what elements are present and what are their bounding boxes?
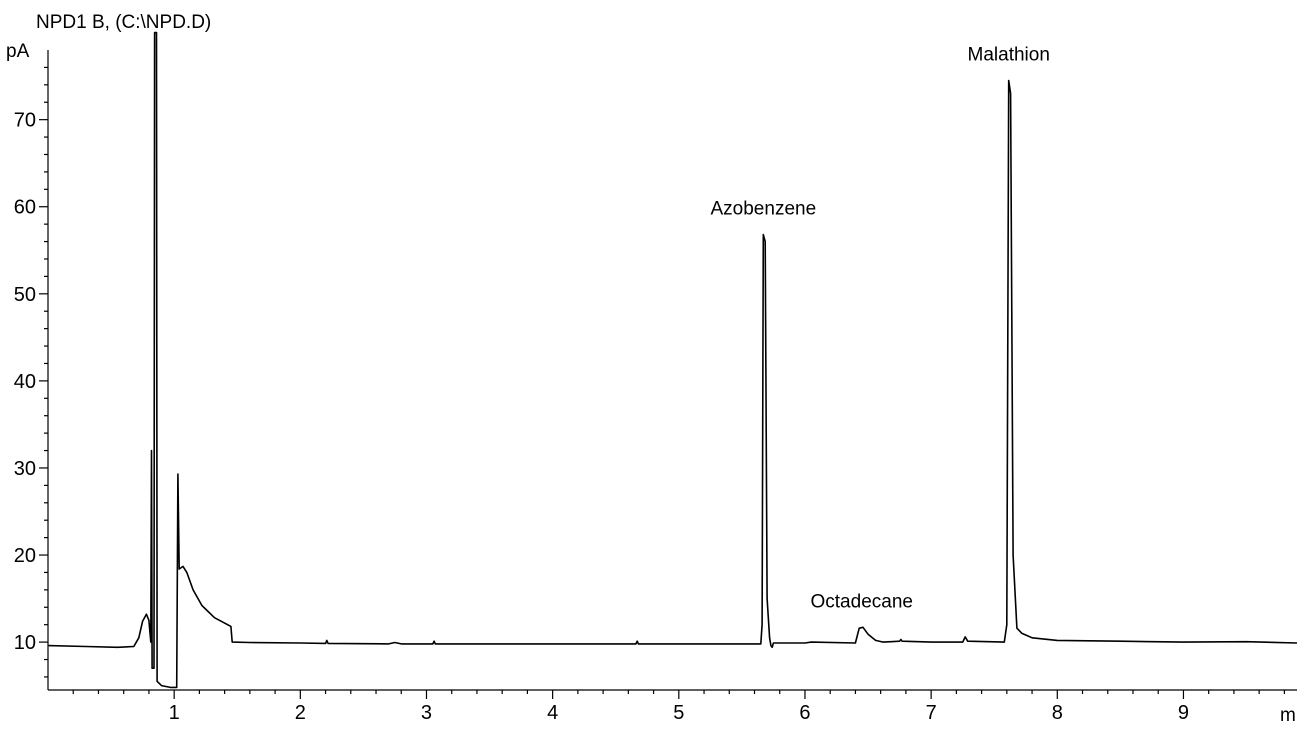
- x-tick-label: 2: [295, 702, 306, 724]
- peak-label: Malathion: [968, 44, 1050, 65]
- y-axis-unit-label: pA: [6, 41, 30, 62]
- y-ticks: 10 20 30 40 50 60 70: [14, 66, 48, 678]
- x-tick-label: 3: [421, 702, 432, 724]
- x-tick-label: 8: [1052, 702, 1063, 724]
- peak-label: Octadecane: [811, 591, 913, 612]
- axes: [47, 50, 1297, 691]
- y-tick-label: 40: [14, 371, 36, 393]
- x-ticks: 1 2 3 4 5 6 7 8 9: [72, 690, 1285, 724]
- signal-label: NPD1 B, (C:\NPD.D): [36, 12, 211, 33]
- x-tick-label: 7: [926, 702, 937, 724]
- y-tick-label: 20: [14, 545, 36, 567]
- x-tick-label: 9: [1178, 702, 1189, 724]
- x-tick-label: 4: [547, 702, 558, 724]
- x-tick-label: 5: [673, 702, 684, 724]
- chromatogram-trace: [47, 31, 1298, 689]
- y-tick-label: 70: [14, 110, 36, 132]
- y-tick-label: 10: [14, 632, 36, 654]
- y-tick-label: 30: [14, 458, 36, 480]
- x-tick-label: 1: [169, 702, 180, 724]
- y-tick-label: 50: [14, 284, 36, 306]
- peak-label: Azobenzene: [711, 199, 817, 220]
- x-axis-unit-label: m: [1280, 705, 1296, 726]
- peak-annotations: Azobenzene Octadecane Malathion: [711, 44, 1050, 612]
- x-tick-label: 6: [799, 702, 810, 724]
- traces: [47, 31, 1298, 689]
- y-tick-label: 60: [14, 197, 36, 219]
